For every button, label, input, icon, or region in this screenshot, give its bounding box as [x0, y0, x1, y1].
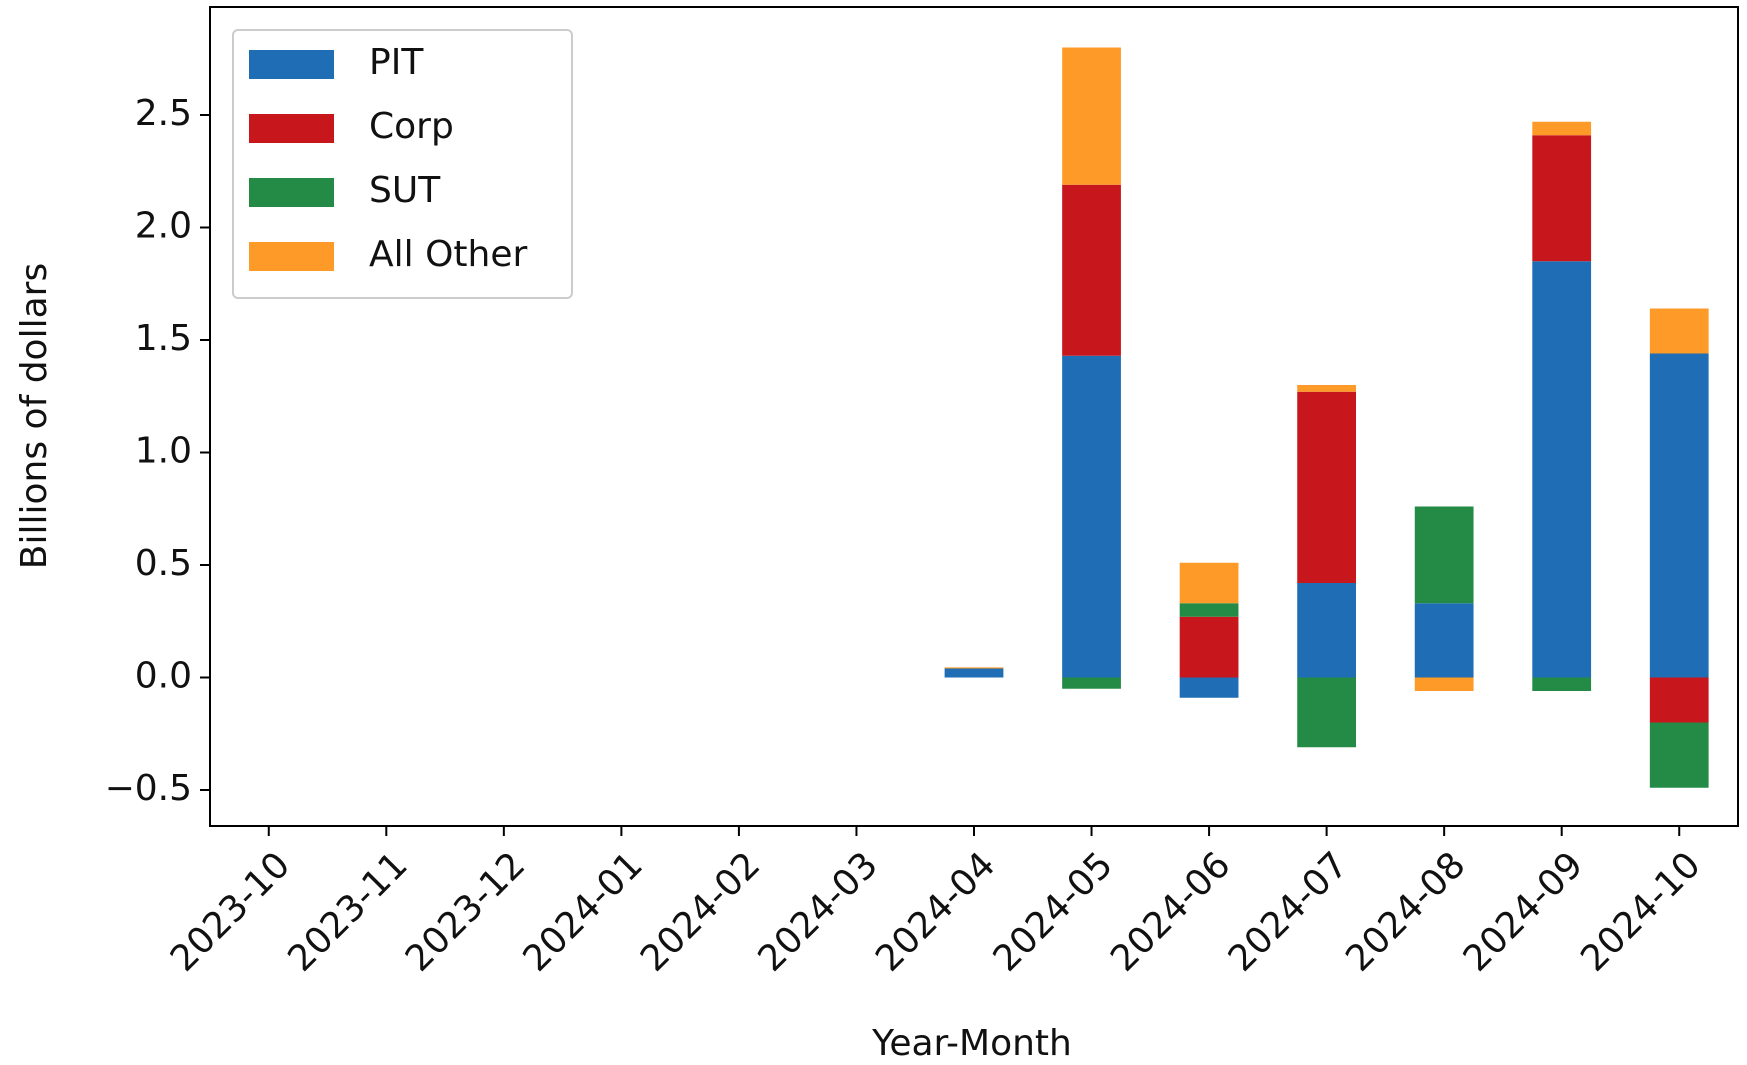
x-tick-label: 2024-05: [986, 844, 1121, 979]
legend-label: SUT: [369, 170, 441, 211]
x-tick-label: 2024-08: [1338, 844, 1473, 979]
y-tick-label: 2.0: [135, 206, 192, 247]
bar-segment: [1532, 121, 1592, 136]
bar-segment: [1649, 722, 1709, 788]
bar-segment: [1297, 385, 1356, 392]
bar-segment: [1062, 355, 1121, 678]
x-axis-label: Year-Month: [871, 1023, 1072, 1064]
y-tick-label: 0.0: [135, 656, 192, 697]
bar-segment: [1297, 391, 1356, 583]
y-tick-label: 1.0: [135, 431, 192, 472]
legend-swatch: [249, 50, 334, 79]
x-tick-label: 2024-02: [633, 844, 768, 979]
x-tick-label: 2024-01: [515, 844, 650, 979]
bar-segment: [1179, 677, 1239, 698]
bar-segment: [1414, 506, 1474, 604]
y-tick-label: 2.5: [135, 93, 192, 134]
y-axis-label: Billions of dollars: [14, 263, 55, 569]
bar-segment: [1414, 677, 1474, 691]
bar-segment: [1062, 184, 1121, 356]
bar-segment: [1532, 261, 1592, 678]
x-tick-label: 2023-11: [280, 844, 415, 979]
bar-segment: [1179, 562, 1239, 604]
x-tick-label: 2024-10: [1573, 844, 1708, 979]
y-tick-label: 1.5: [135, 318, 192, 359]
legend-swatch: [249, 178, 334, 207]
bar-segment: [1297, 583, 1356, 678]
y-tick-label: −0.5: [105, 768, 192, 809]
x-tick-label: 2024-06: [1103, 844, 1238, 979]
bar-segment: [1179, 603, 1239, 617]
legend-label: Corp: [369, 106, 454, 147]
x-tick-label: 2024-04: [868, 844, 1003, 979]
x-tick-label: 2024-09: [1456, 844, 1591, 979]
x-tick-label: 2023-12: [398, 844, 533, 979]
x-tick-label: 2023-10: [163, 844, 298, 979]
bar-segment: [1649, 308, 1709, 354]
bar-segment: [1649, 677, 1709, 723]
bar-segment: [1179, 616, 1239, 678]
bar-segment: [1532, 677, 1592, 691]
legend-label: PIT: [369, 42, 424, 83]
bar-segment: [1297, 677, 1356, 748]
legend-label: All Other: [369, 234, 527, 275]
y-tick-label: 0.5: [135, 543, 192, 584]
bar-segment: [1062, 47, 1121, 185]
bar-segment: [944, 668, 1004, 678]
legend-box: [232, 29, 573, 299]
x-tick-label: 2024-07: [1221, 844, 1356, 979]
bar-segment: [1649, 353, 1709, 678]
bar-segment: [1414, 603, 1474, 678]
bar-segment: [1062, 677, 1121, 689]
legend-swatch: [249, 242, 334, 271]
x-tick-label: 2024-03: [751, 844, 886, 979]
bar-segment: [1532, 135, 1592, 262]
bar-segment: [944, 667, 1004, 669]
legend-swatch: [249, 114, 334, 143]
plot-frame: [209, 6, 1739, 827]
